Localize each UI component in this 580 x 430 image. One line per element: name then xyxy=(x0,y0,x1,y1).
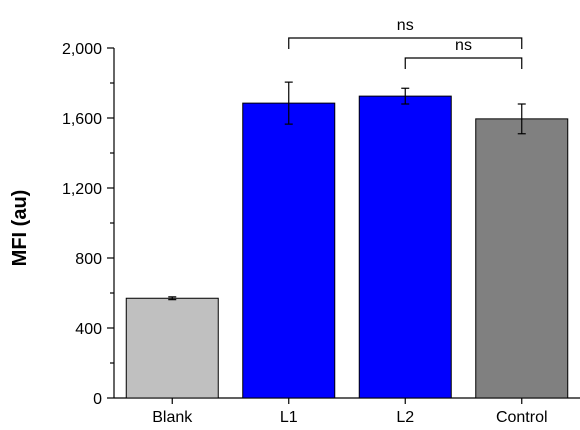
bar-l2 xyxy=(358,95,452,399)
significance-bracket xyxy=(404,57,523,69)
plot-area: 0 400 800 1,200 1,600 2,000 Blank L1 L2 Control ns… xyxy=(62,17,580,426)
bar-blank xyxy=(125,297,219,399)
y-tick-label: 1,200 xyxy=(62,181,102,198)
significance-label: ns xyxy=(455,37,472,54)
y-tick-label: 400 xyxy=(75,321,102,338)
y-tick-label: 2,000 xyxy=(62,41,102,58)
x-tick-label-control: Control xyxy=(496,409,548,426)
x-tick-label-l1: L1 xyxy=(280,409,298,426)
x-tick-label-blank: Blank xyxy=(152,409,193,426)
significance-label: ns xyxy=(397,17,414,34)
y-axis-title: MFI (au) xyxy=(9,190,31,267)
bar-l1 xyxy=(242,102,336,399)
y-tick-label: 1,600 xyxy=(62,111,102,128)
significance-bracket xyxy=(288,37,523,49)
y-tick-label: 800 xyxy=(75,251,102,268)
x-tick-label-l2: L2 xyxy=(396,409,414,426)
y-tick-label: 0 xyxy=(93,391,102,408)
bar-control xyxy=(475,118,569,399)
